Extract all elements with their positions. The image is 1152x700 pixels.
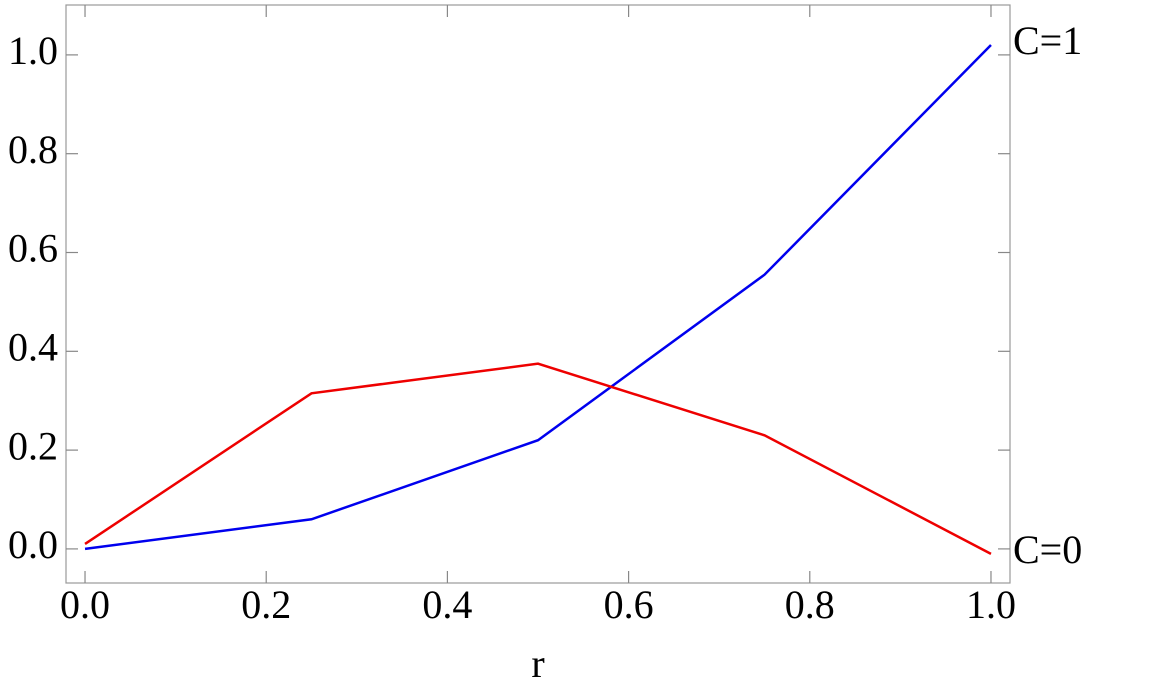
x-tick-label: 0.4: [422, 582, 472, 627]
x-tick-label: 0.6: [604, 582, 654, 627]
x-tick-label: 0.2: [241, 582, 291, 627]
y-tick-label: 0.0: [8, 522, 58, 567]
y-tick-label: 0.6: [8, 226, 58, 271]
y-tick-label: 0.4: [8, 324, 58, 369]
y-tick-label: 1.0: [8, 28, 58, 73]
x-axis-label: r: [531, 641, 544, 686]
line-series: [84, 362, 992, 555]
series-label: C=1: [1013, 18, 1082, 63]
series-label: C=0: [1013, 527, 1082, 572]
x-tick-label: 1.0: [966, 582, 1016, 627]
x-tick-label: 0.8: [785, 582, 835, 627]
y-tick-label: 0.8: [8, 127, 58, 172]
x-tick-label: 0.0: [60, 582, 110, 627]
y-tick-label: 0.2: [8, 423, 58, 468]
plot-frame: [65, 4, 1011, 584]
line-series: [84, 44, 992, 551]
